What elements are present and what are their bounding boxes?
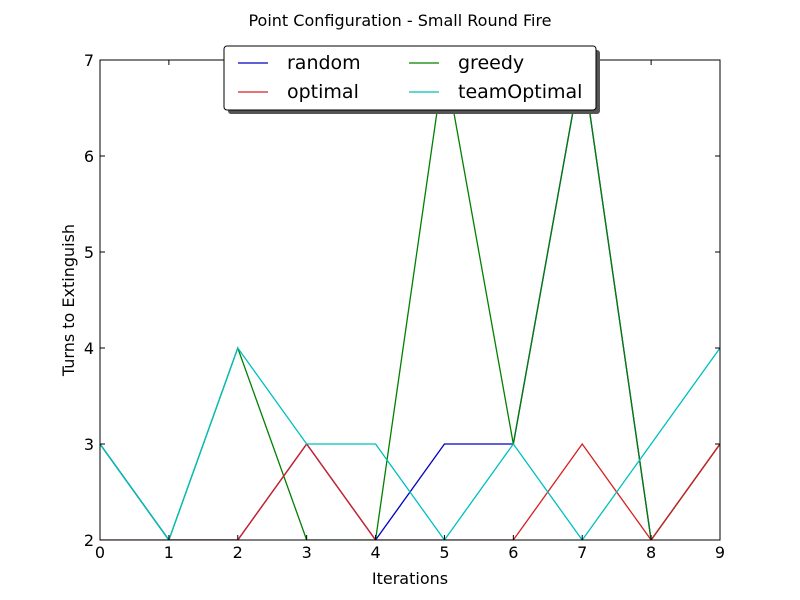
y-axis: 2 3 4 5 6 7 [84,51,720,550]
x-tick-label: 2 [233,543,243,562]
chart-title: Point Configuration - Small Round Fire [248,11,551,30]
series-layer [100,60,720,540]
legend-label-random: random [287,52,361,74]
x-axis-label: Iterations [372,569,448,588]
x-tick-label: 9 [715,543,725,562]
y-tick-label: 5 [84,243,94,262]
x-tick-label: 4 [370,543,380,562]
legend-box [223,45,597,111]
series-line-teamOptimal [100,346,720,540]
y-tick-label: 6 [84,147,94,166]
legend-label-greedy: greedy [458,52,524,74]
x-tick-label: 5 [439,543,449,562]
x-tick-label: 7 [577,543,587,562]
x-tick-label: 0 [95,543,105,562]
legend-label-teamOptimal: teamOptimal [458,81,582,103]
y-tick-label: 2 [84,531,94,550]
y-axis-label: Turns to Extinguish [59,224,78,377]
x-tick-label: 6 [508,543,518,562]
series-line-greedy [100,60,720,540]
x-tick-label: 8 [646,543,656,562]
legend-label-optimal: optimal [287,81,359,103]
y-tick-label: 4 [84,339,94,358]
x-tick-label: 3 [302,543,312,562]
y-tick-label: 7 [84,51,94,70]
legend: random greedy optimal teamOptimal [223,45,600,114]
x-tick-label: 1 [164,543,174,562]
y-tick-label: 3 [84,435,94,454]
x-axis: 0 1 2 3 4 5 6 7 8 9 [95,60,725,562]
